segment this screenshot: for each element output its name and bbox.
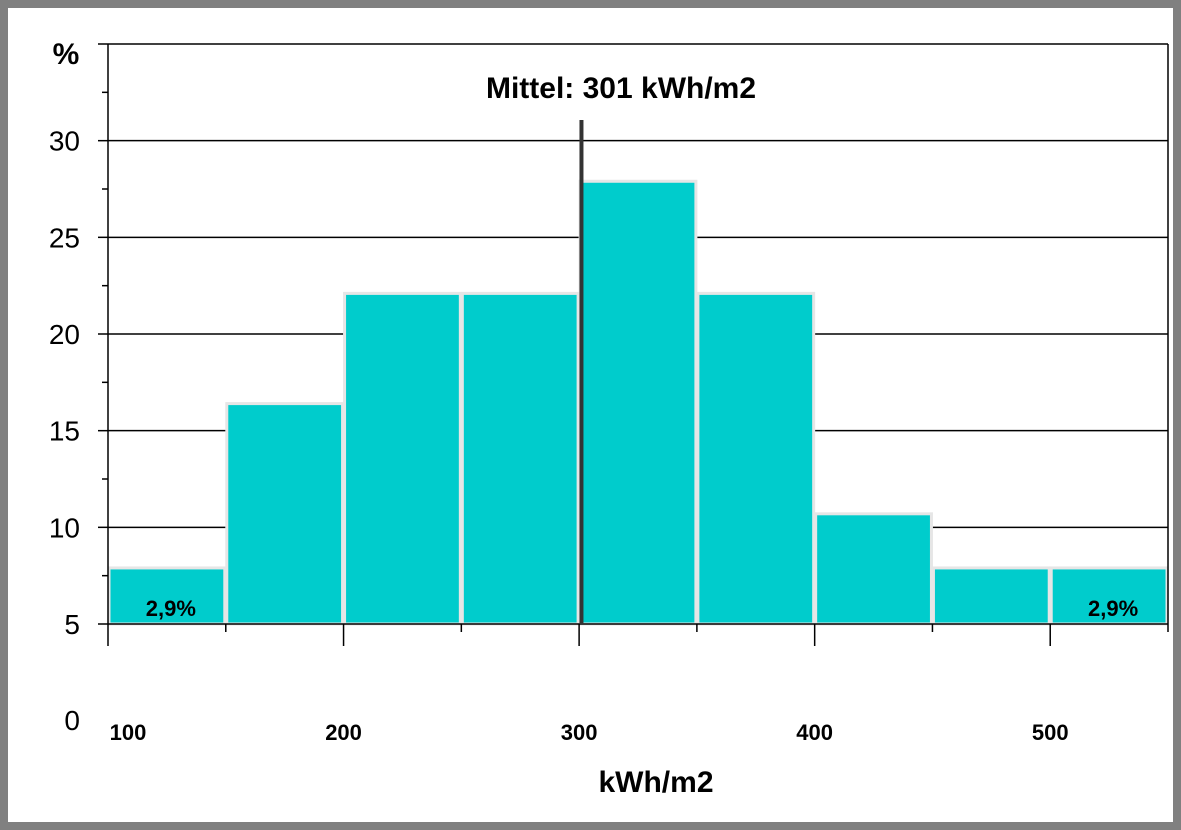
histogram-bar-7	[931, 566, 1051, 626]
y-extra-tick-label: 0	[64, 705, 80, 736]
bar-data-label: 2,9%	[146, 596, 196, 621]
mean-annotation: Mittel: 301 kWh/m2	[486, 72, 756, 105]
x-tick-label: 400	[796, 720, 833, 745]
histogram-bar-3	[460, 291, 580, 626]
bar-layer	[107, 179, 1169, 626]
x-tick-label: 300	[561, 720, 598, 745]
histogram-bar-0	[107, 566, 227, 626]
y-tick-label: 10	[49, 512, 80, 543]
x-tick-label: 500	[1032, 720, 1069, 745]
y-tick-label: 30	[49, 126, 80, 157]
x-axis-title: kWh/m2	[598, 766, 713, 799]
histogram-chart: 5 10 15 20 25 30 100 200 300 400 500 2,9% 2,9% % kWh…	[49, 38, 1169, 799]
y-tick-label: 5	[64, 609, 80, 640]
x-tick-label: 100	[110, 720, 147, 745]
bar-data-label: 2,9%	[1088, 596, 1138, 621]
y-tick-label: 20	[49, 319, 80, 350]
histogram-bar-2	[343, 291, 462, 626]
x-tick-label: 200	[325, 720, 362, 745]
y-axis-title: %	[53, 38, 80, 71]
axis-layer	[98, 43, 1169, 646]
histogram-bar-6	[814, 512, 933, 626]
chart-frame: 5 10 15 20 25 30 100 200 300 400 500 2,9% 2,9% % kWh…	[8, 8, 1173, 822]
y-tick-label: 15	[49, 416, 80, 447]
histogram-bar-1	[225, 402, 345, 626]
label-layer: 5 10 15 20 25 30 100 200 300 400 500 2,9% 2,9%	[49, 126, 1138, 745]
histogram-bar-5	[696, 291, 816, 626]
y-tick-label: 25	[49, 222, 80, 253]
histogram-bar-4	[578, 179, 698, 626]
